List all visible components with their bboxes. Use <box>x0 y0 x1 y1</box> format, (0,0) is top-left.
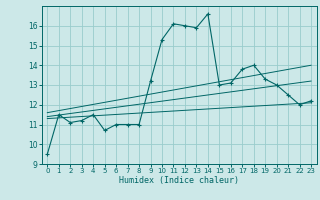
X-axis label: Humidex (Indice chaleur): Humidex (Indice chaleur) <box>119 176 239 185</box>
